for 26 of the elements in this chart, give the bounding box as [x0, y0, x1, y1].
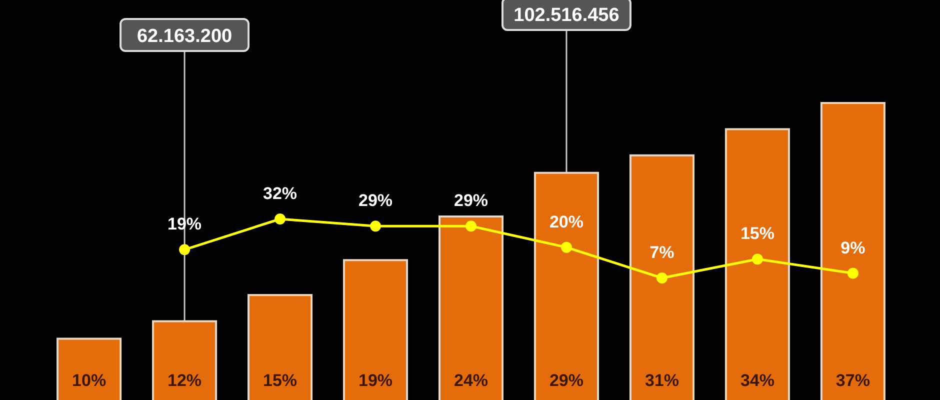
data-label: 20% — [549, 212, 584, 232]
point — [560, 242, 572, 253]
point — [370, 220, 382, 232]
data-label: 29% — [358, 191, 393, 210]
point — [752, 254, 763, 265]
point — [179, 244, 190, 256]
point — [466, 220, 476, 232]
data-label: 9% — [840, 238, 866, 258]
data-label: 31% — [644, 371, 679, 390]
data-label: 15% — [263, 371, 298, 390]
data-label: 7% — [650, 243, 674, 262]
data-label: 29% — [454, 191, 488, 210]
data-label: 34% — [740, 371, 774, 390]
data-label: 19% — [358, 371, 393, 390]
data-label: 12% — [168, 371, 202, 390]
point — [274, 214, 286, 224]
data-label: 37% — [836, 371, 870, 390]
point — [847, 268, 858, 279]
data-label: 15% — [740, 224, 774, 244]
data-label: 32% — [263, 184, 298, 203]
data-label: 24% — [454, 371, 488, 390]
text: 62.163.200 — [136, 26, 232, 47]
point — [656, 272, 668, 284]
data-label: 29% — [549, 371, 584, 390]
text: 102.516.456 — [514, 5, 620, 26]
data-label: 10% — [72, 371, 106, 390]
